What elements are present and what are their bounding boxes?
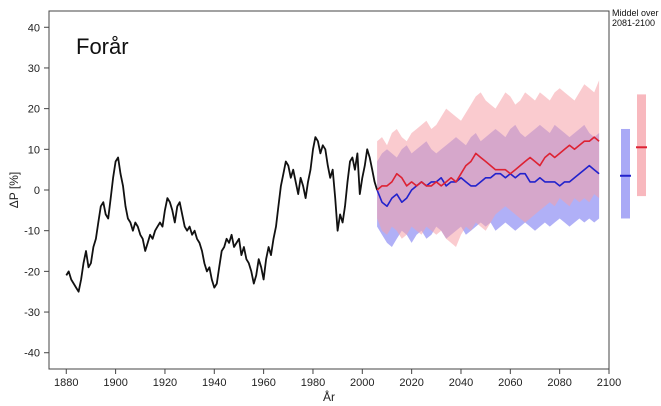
x-axis-label: År	[323, 389, 335, 404]
side-label: Middel over 2081-2100	[612, 8, 659, 28]
red-series-line	[376, 136, 600, 191]
blue-series-line	[376, 164, 600, 208]
x-tick-label: 2040	[449, 377, 473, 389]
x-tick-label: 2080	[547, 377, 571, 389]
y-tick-label: 30	[28, 63, 40, 75]
y-tick-label: 20	[28, 104, 40, 116]
y-tick-label: 0	[34, 185, 40, 197]
x-tick-label: 1980	[301, 377, 325, 389]
y-tick-label: -20	[24, 266, 40, 278]
x-tick-label: 1920	[153, 377, 177, 389]
y-axis-ticks: 40 30 20 10 0 -10 -20 -30 -40	[24, 22, 49, 360]
y-tick-label: -30	[24, 307, 40, 319]
x-tick-label: 2100	[597, 377, 621, 389]
period-mean-bars	[620, 94, 647, 219]
red-period-range-bar	[637, 94, 646, 197]
y-tick-label: -10	[24, 226, 40, 238]
y-tick-label: 10	[28, 144, 40, 156]
x-tick-label: 2000	[350, 377, 374, 389]
y-tick-label: -40	[24, 348, 40, 360]
x-tick-label: 2060	[498, 377, 522, 389]
x-axis-ticks: 1880 1900 1920 1940 1960 1980 2000 2020 2040 2060…	[54, 369, 621, 389]
x-tick-label: 2020	[399, 377, 423, 389]
side-label-line: 2081-2100	[612, 18, 655, 28]
series-lines	[65, 136, 600, 293]
side-label-box	[610, 6, 661, 36]
x-tick-label: 1900	[103, 377, 127, 389]
side-label-line: Middel over	[612, 8, 659, 18]
x-tick-label: 1880	[54, 377, 78, 389]
y-tick-label: 40	[28, 22, 40, 34]
x-tick-label: 1940	[202, 377, 226, 389]
y-axis-label: ΔP [%]	[7, 172, 21, 208]
chart-title: Forår	[76, 34, 129, 59]
observed-series-line	[65, 136, 378, 293]
blue-period-range-bar	[621, 128, 630, 219]
x-tick-label: 1960	[251, 377, 275, 389]
